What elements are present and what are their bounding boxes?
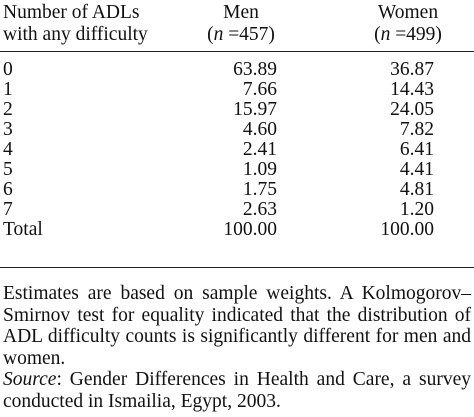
header-adl-line2: with any difficulty (3, 24, 148, 45)
women-value: 4.81 (399, 179, 434, 200)
women-value: 7.82 (399, 119, 434, 140)
header-rule (0, 51, 474, 52)
row-label: 6 (3, 179, 13, 200)
row-label: 5 (3, 159, 13, 180)
women-n-var: n (380, 24, 391, 45)
table-row: 5 1.09 4.41 (0, 160, 474, 180)
header-men-n: (n =457) (196, 24, 286, 46)
header-men: Men (n =457) (196, 2, 286, 46)
source-note: Source: Gender Differences in Health and… (3, 369, 471, 412)
table-row: 1 7.66 14.43 (0, 80, 474, 100)
table-row-total: Total 100.00 100.00 (0, 220, 474, 240)
table-row: 0 63.89 36.87 (0, 60, 474, 80)
header-men-label: Men (223, 2, 259, 23)
women-value: 14.43 (390, 79, 434, 100)
row-label: 7 (3, 199, 13, 220)
row-label: 0 (3, 59, 13, 80)
men-value: 2.63 (242, 199, 277, 220)
table-row: 4 2.41 6.41 (0, 140, 474, 160)
row-label: 3 (3, 119, 13, 140)
row-label: 1 (3, 79, 13, 100)
header-women-n: (n =499) (358, 24, 458, 46)
table-row: 7 2.63 1.20 (0, 200, 474, 220)
women-value: 4.41 (399, 159, 434, 180)
table-row: 2 15.97 24.05 (0, 100, 474, 120)
table-row: 3 4.60 7.82 (0, 120, 474, 140)
row-label: Total (3, 219, 43, 240)
men-n-open: ( (207, 24, 214, 45)
header-women-label: Women (377, 2, 439, 23)
women-n-open: ( (374, 24, 381, 45)
women-value: 36.87 (390, 59, 434, 80)
men-value: 4.60 (242, 119, 277, 140)
header-adl-count: Number of ADLs with any difficulty (3, 2, 148, 46)
men-n-var: n (213, 24, 224, 45)
row-label: 4 (3, 139, 13, 160)
table-header: Number of ADLs with any difficulty Men (… (0, 0, 474, 52)
women-value: 1.20 (399, 199, 434, 220)
table-row: 6 1.75 4.81 (0, 180, 474, 200)
source-text: : Gender Differences in Health and Care,… (3, 369, 471, 412)
header-women: Women (n =499) (358, 2, 458, 46)
men-value: 2.41 (242, 139, 277, 160)
men-value: 63.89 (233, 59, 277, 80)
women-n-value: =499) (390, 24, 442, 45)
women-value: 6.41 (399, 139, 434, 160)
women-value: 24.05 (390, 99, 434, 120)
men-value: 15.97 (233, 99, 277, 120)
row-label: 2 (3, 99, 13, 120)
table-notes: Estimates are based on sample weights. A… (3, 283, 471, 412)
women-value: 100.00 (380, 219, 434, 240)
men-value: 1.09 (242, 159, 277, 180)
source-label: Source (3, 369, 57, 390)
men-value: 1.75 (242, 179, 277, 200)
estimates-note: Estimates are based on sample weights. A… (3, 283, 471, 369)
table-bottom-rule (0, 267, 474, 268)
men-value: 7.66 (242, 79, 277, 100)
table-body: 0 63.89 36.87 1 7.66 14.43 2 15.97 24.05… (0, 60, 474, 240)
header-adl-line1: Number of ADLs (3, 2, 140, 23)
men-n-value: =457) (223, 24, 275, 45)
men-value: 100.00 (223, 219, 277, 240)
